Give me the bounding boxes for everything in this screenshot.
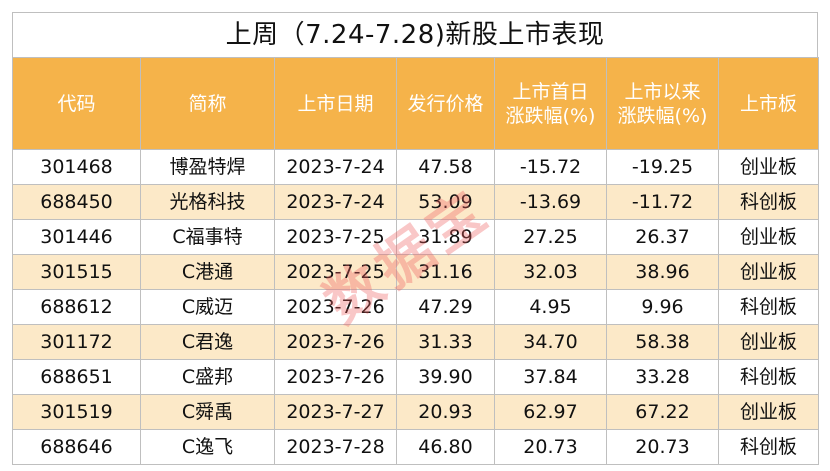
ipo-table: 代码 简称 上市日期 发行价格 上市首日 涨跌幅(%) 上市以来 涨跌幅(%) 上市板 30… [12,57,819,465]
column-header: 上市首日 涨跌幅(%) [494,57,607,150]
table-cell: 创业板 [718,394,819,430]
column-header: 上市板 [718,57,819,150]
table-cell: 创业板 [718,149,819,185]
table-body: 301468 博盈特焊 2023-7-24 47.58 -15.72 -19.25 创业板 6… [12,149,819,465]
table-cell: 53.09 [396,184,495,220]
table-row: 301519 C舜禹 2023-7-27 20.93 62.97 67.22 创业板 [12,394,819,430]
table-cell: 26.37 [606,219,719,255]
table-cell: 20.73 [494,429,607,465]
table-cell: C逸飞 [140,429,275,465]
table-cell: 301515 [12,254,141,290]
table-cell: 688646 [12,429,141,465]
table-cell: 科创板 [718,184,819,220]
table-cell: 301446 [12,219,141,255]
table-cell: 创业板 [718,219,819,255]
table-cell: 37.84 [494,359,607,395]
table-cell: 39.90 [396,359,495,395]
table-cell: 67.22 [606,394,719,430]
column-header: 代码 [12,57,141,150]
table-cell: 2023-7-24 [274,184,397,220]
column-header: 发行价格 [396,57,495,150]
table-cell: 2023-7-24 [274,149,397,185]
table-cell: 301172 [12,324,141,360]
table-cell: 301519 [12,394,141,430]
table-cell: 创业板 [718,324,819,360]
table-cell: 4.95 [494,289,607,325]
table-cell: 科创板 [718,429,819,465]
table-cell: C舜禹 [140,394,275,430]
table-row: 688646 C逸飞 2023-7-28 46.80 20.73 20.73 科创板 [12,429,819,465]
table-cell: 47.29 [396,289,495,325]
table-cell: 科创板 [718,359,819,395]
table-cell: 62.97 [494,394,607,430]
table-cell: 27.25 [494,219,607,255]
table-cell: -11.72 [606,184,719,220]
table-cell: 2023-7-26 [274,289,397,325]
table-cell: C福事特 [140,219,275,255]
table-cell: 博盈特焊 [140,149,275,185]
table-cell: -19.25 [606,149,719,185]
table-cell: 32.03 [494,254,607,290]
table-title: 上周（7.24-7.28)新股上市表现 [12,12,818,57]
table-cell: 688450 [12,184,141,220]
table-row: 301515 C港通 2023-7-25 31.16 32.03 38.96 创业板 [12,254,819,290]
table-cell: C盛邦 [140,359,275,395]
table-cell: 2023-7-25 [274,219,397,255]
table-cell: C港通 [140,254,275,290]
table-cell: 创业板 [718,254,819,290]
table-cell: 科创板 [718,289,819,325]
table-row: 301446 C福事特 2023-7-25 31.89 27.25 26.37 创业板 [12,219,819,255]
column-header: 上市日期 [274,57,397,150]
table-cell: C君逸 [140,324,275,360]
header-row: 代码 简称 上市日期 发行价格 上市首日 涨跌幅(%) 上市以来 涨跌幅(%) 上市板 [12,57,819,150]
table-cell: 20.93 [396,394,495,430]
column-header: 上市以来 涨跌幅(%) [606,57,719,150]
table-row: 688450 光格科技 2023-7-24 53.09 -13.69 -11.72 科创板 [12,184,819,220]
table-row: 688651 C盛邦 2023-7-26 39.90 37.84 33.28 科创板 [12,359,819,395]
table-row: 301172 C君逸 2023-7-26 31.33 34.70 58.38 创业板 [12,324,819,360]
table-cell: 2023-7-27 [274,394,397,430]
table-cell: 301468 [12,149,141,185]
table-cell: 9.96 [606,289,719,325]
table-cell: 2023-7-26 [274,359,397,395]
table-row: 301468 博盈特焊 2023-7-24 47.58 -15.72 -19.25 创业板 [12,149,819,185]
table-cell: 46.80 [396,429,495,465]
table-row: 688612 C威迈 2023-7-26 47.29 4.95 9.96 科创板 [12,289,819,325]
table-cell: 688612 [12,289,141,325]
table-cell: 34.70 [494,324,607,360]
table-cell: 688651 [12,359,141,395]
table-cell: 38.96 [606,254,719,290]
table-cell: 31.16 [396,254,495,290]
ipo-table-card: 上周（7.24-7.28)新股上市表现 代码 简称 上市日期 发行价格 上市首日 涨跌幅… [12,12,819,465]
column-header: 简称 [140,57,275,150]
table-cell: 31.89 [396,219,495,255]
table-cell: 2023-7-28 [274,429,397,465]
table-cell: 2023-7-26 [274,324,397,360]
table-cell: -13.69 [494,184,607,220]
table-cell: 47.58 [396,149,495,185]
table-cell: 31.33 [396,324,495,360]
table-cell: C威迈 [140,289,275,325]
table-cell: 20.73 [606,429,719,465]
table-cell: 光格科技 [140,184,275,220]
table-cell: 58.38 [606,324,719,360]
table-cell: 33.28 [606,359,719,395]
table-cell: -15.72 [494,149,607,185]
table-cell: 2023-7-25 [274,254,397,290]
